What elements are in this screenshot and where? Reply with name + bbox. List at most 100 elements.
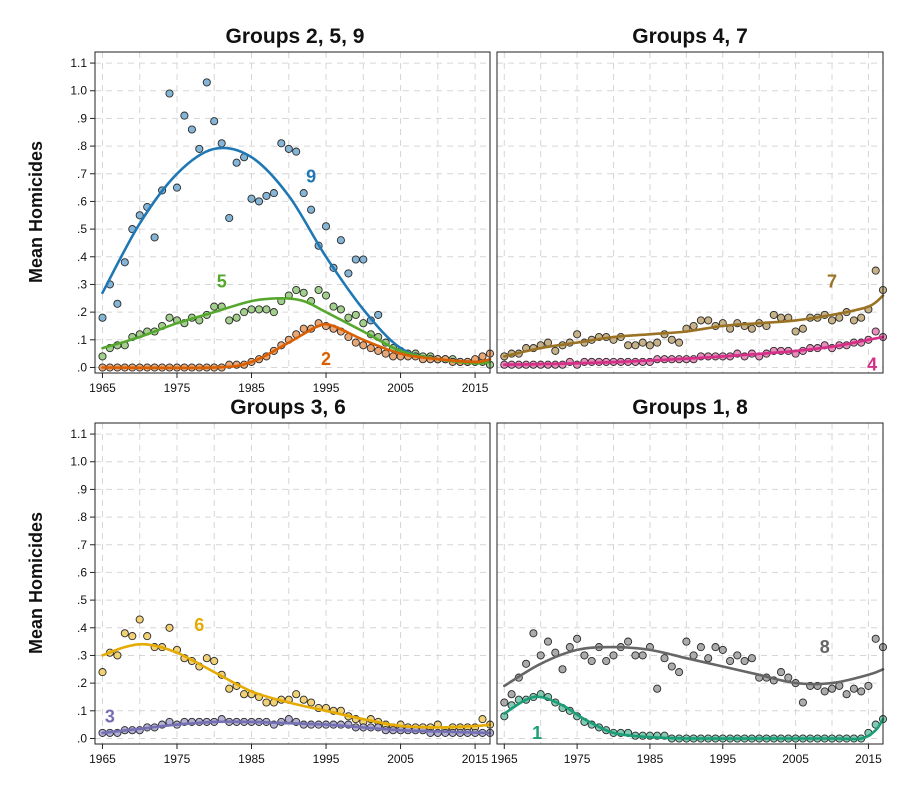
data-point-group-7 — [675, 338, 684, 347]
data-point-group-6 — [478, 715, 487, 724]
data-point-group-5 — [329, 302, 338, 311]
x-tick-label: 1985 — [637, 752, 664, 766]
y-axis-ticks: .0 .1 .2 .3 .4 .5 .6 .7 .8 .9 1.0 1.1 — [70, 56, 95, 374]
data-point-group-8 — [740, 656, 749, 666]
data-point-group-6 — [210, 656, 219, 666]
panel-groups-4-7: Groups 4, 7 74 — [496, 25, 888, 375]
data-point-group-9 — [269, 189, 278, 198]
data-point-group-9 — [254, 197, 264, 206]
data-point-group-4 — [871, 327, 880, 336]
y-tick-label: .4 — [77, 621, 87, 635]
data-point-group-8 — [696, 643, 705, 652]
data-point-group-6 — [135, 615, 144, 624]
panel-title: Groups 3, 6 — [230, 396, 346, 419]
data-point-group-9 — [321, 222, 331, 231]
data-point-group-5 — [359, 319, 368, 328]
x-axis-ticks: 1965 1975 1985 1995 2005 2015 — [491, 744, 882, 766]
group-label: 8 — [820, 637, 830, 657]
y-tick-label: .7 — [77, 167, 87, 181]
data-point-group-9 — [120, 258, 129, 267]
x-tick-label: 1965 — [491, 752, 518, 766]
data-point-group-8 — [573, 634, 582, 643]
group-label: 6 — [194, 615, 204, 635]
data-point-group-5 — [165, 313, 174, 322]
y-tick-label: .6 — [77, 565, 87, 579]
x-tick-label: 2015 — [462, 752, 489, 766]
data-point-group-8 — [522, 659, 531, 668]
data-point-group-7 — [769, 310, 778, 319]
data-point-group-9 — [172, 183, 182, 192]
data-point-group-9 — [336, 236, 345, 245]
data-point-group-7 — [857, 313, 866, 322]
y-tick-label: .1 — [77, 333, 87, 347]
data-point-group-5 — [247, 305, 256, 314]
data-point-group-8 — [558, 665, 567, 674]
y-tick-label: .9 — [77, 111, 87, 125]
y-tick-label: .3 — [77, 648, 87, 662]
trend-line-group-6 — [101, 642, 492, 729]
data-point-group-9 — [292, 147, 301, 156]
data-point-group-5 — [225, 316, 234, 325]
data-point-group-8 — [536, 651, 545, 660]
data-point-group-8 — [667, 662, 676, 671]
data-point-group-8 — [871, 634, 880, 643]
data-point-group-8 — [543, 637, 553, 646]
data-point-group-7 — [849, 316, 858, 325]
panel-groups-2-5-9: Groups 2, 5, 9 Mean Homicides .0 .1 .2 .3 .4… — [26, 25, 495, 395]
data-point-group-9 — [135, 211, 144, 220]
y-tick-label: .0 — [77, 360, 87, 374]
data-point-group-8 — [682, 637, 691, 646]
x-tick-label: 1975 — [564, 752, 591, 766]
y-axis-label: Mean Homicides — [26, 141, 46, 283]
data-point-group-5 — [321, 291, 331, 300]
data-point-group-7 — [638, 338, 647, 347]
data-point-group-5 — [210, 302, 219, 311]
data-point-group-6 — [128, 632, 137, 641]
data-point-group-5 — [232, 313, 241, 322]
data-point-group-9 — [232, 158, 241, 167]
y-tick-label: .6 — [77, 194, 87, 208]
data-point-group-5 — [269, 308, 278, 317]
x-tick-label: 2015 — [855, 752, 882, 766]
data-point-group-9 — [165, 89, 174, 98]
data-point-group-9 — [247, 194, 256, 203]
data-point-group-8 — [827, 684, 837, 693]
data-point-group-5 — [351, 310, 360, 319]
data-point-group-6 — [307, 698, 316, 707]
data-point-group-8 — [624, 637, 633, 646]
data-point-group-8 — [675, 668, 684, 677]
data-point-group-8 — [842, 690, 851, 699]
trend-line-group-1 — [503, 695, 885, 741]
x-tick-label: 1995 — [313, 752, 340, 766]
data-point-group-6 — [292, 690, 301, 699]
data-point-group-7 — [696, 316, 705, 325]
data-point-group-9 — [299, 189, 308, 198]
x-tick-label: 1985 — [238, 381, 265, 395]
data-point-group-9 — [217, 139, 226, 148]
data-point-group-9 — [351, 255, 360, 264]
x-tick-label: 1965 — [89, 381, 116, 395]
y-tick-label: 1.1 — [70, 56, 87, 70]
x-tick-label: 1965 — [89, 752, 116, 766]
data-point-group-7 — [704, 316, 713, 325]
data-point-group-6 — [165, 623, 174, 632]
panel-title: Groups 4, 7 — [632, 25, 748, 48]
data-point-group-9 — [180, 111, 189, 120]
data-point-group-8 — [529, 629, 538, 638]
data-point-group-2 — [351, 338, 360, 347]
data-point-group-5 — [344, 313, 353, 322]
data-point-group-8 — [587, 656, 596, 666]
data-point-group-6 — [262, 698, 271, 707]
data-point-group-5 — [314, 285, 323, 295]
x-tick-label: 1985 — [238, 752, 265, 766]
data-point-group-8 — [653, 684, 662, 693]
data-point-group-9 — [195, 144, 204, 153]
y-tick-label: .2 — [77, 676, 87, 690]
plot-frame — [94, 51, 491, 374]
group-label: 7 — [827, 272, 837, 292]
plot-marks: 81 — [500, 629, 888, 743]
data-point-group-8 — [631, 651, 640, 660]
y-tick-label: .7 — [77, 538, 87, 552]
data-point-group-8 — [660, 654, 669, 663]
